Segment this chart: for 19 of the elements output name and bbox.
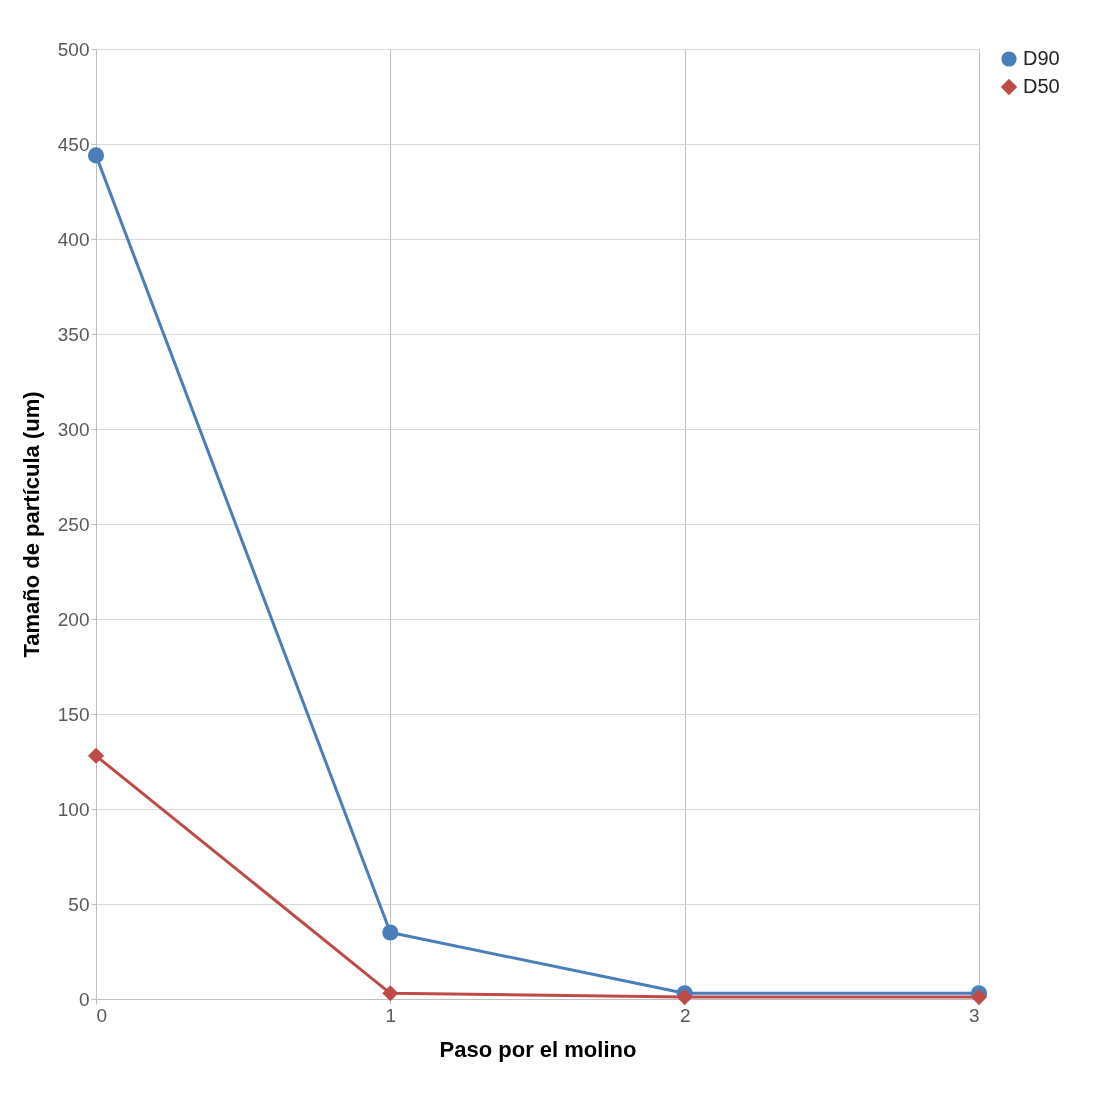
legend-label: D50 bbox=[1023, 75, 1060, 97]
x-tick-label: 1 bbox=[385, 1004, 397, 1026]
y-tick-label: 400 bbox=[57, 228, 90, 250]
y-tick-label: 0 bbox=[78, 988, 90, 1010]
y-tick-label: 150 bbox=[57, 703, 90, 725]
legend-label: D90 bbox=[1023, 47, 1060, 69]
x-tick-label: 3 bbox=[968, 1004, 980, 1026]
y-tick-label: 100 bbox=[57, 798, 90, 820]
y-tick-label: 500 bbox=[57, 38, 90, 60]
y-tick-label: 50 bbox=[68, 893, 90, 915]
y-tick-label: 350 bbox=[57, 323, 90, 345]
y-tick-label: 450 bbox=[57, 133, 90, 155]
y-tick-label: 300 bbox=[57, 418, 90, 440]
y-tick-label: 250 bbox=[57, 513, 90, 535]
y-axis-title: Tamaño de partícula (um) bbox=[18, 391, 44, 658]
x-axis-title: Paso por el molino bbox=[439, 1036, 637, 1062]
x-tick-label: 2 bbox=[679, 1004, 691, 1026]
x-tick-label: 0 bbox=[96, 1004, 108, 1026]
y-tick-label: 200 bbox=[57, 608, 90, 630]
